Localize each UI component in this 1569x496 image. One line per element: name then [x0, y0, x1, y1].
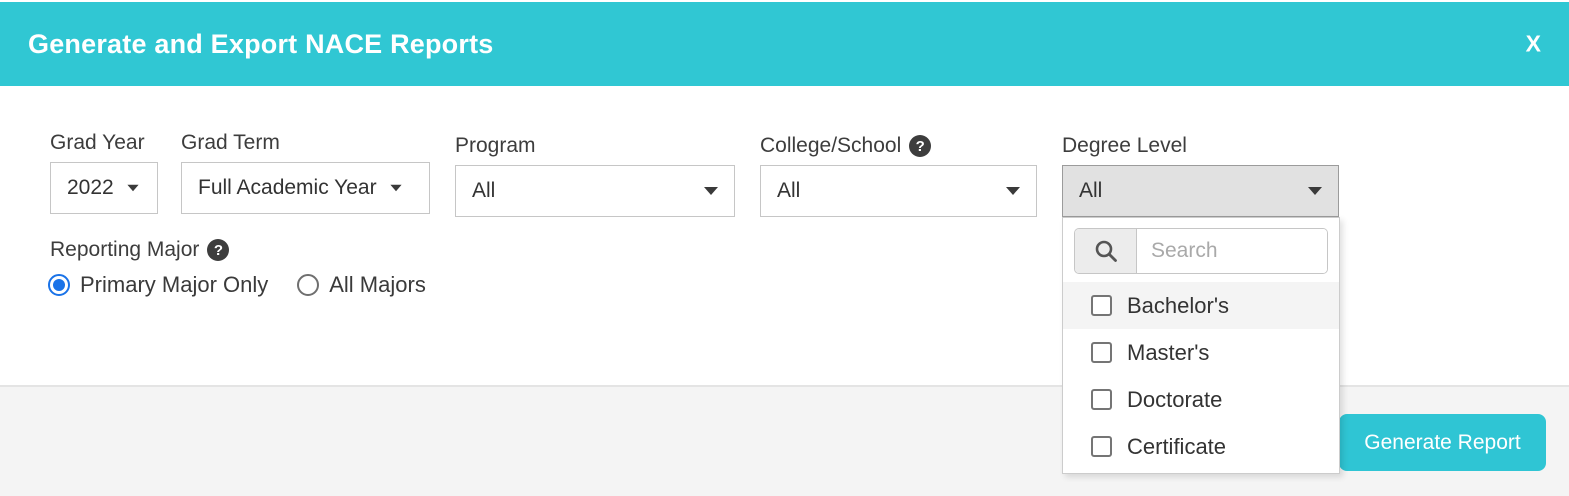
radio-label: All Majors	[329, 272, 426, 297]
grad-term-select[interactable]: Full Academic Year	[181, 162, 430, 214]
radio-unselected-icon	[297, 274, 320, 296]
chevron-down-icon	[390, 184, 402, 192]
option-label: Certificate	[1127, 433, 1227, 459]
radio-all-majors[interactable]: All Majors	[297, 272, 426, 298]
college-school-filter: College/School ? All	[760, 134, 1037, 217]
grad-term-value: Full Academic Year	[198, 176, 377, 199]
help-question-icon[interactable]: ?	[909, 135, 932, 157]
grad-year-filter: Grad Year 2022	[50, 131, 158, 214]
degree-level-filter: Degree Level All	[1062, 134, 1339, 217]
college-school-label: College/School ?	[760, 134, 1037, 158]
degree-options-list: Bachelor's Master's Doctorate Certificat…	[1063, 282, 1339, 470]
modal-title: Generate and Export NACE Reports	[28, 28, 494, 59]
option-label: Doctorate	[1127, 386, 1223, 412]
checkbox-unchecked-icon[interactable]	[1091, 436, 1112, 457]
grad-year-label: Grad Year	[50, 131, 145, 154]
college-school-value: All	[777, 179, 801, 202]
checkbox-unchecked-icon[interactable]	[1091, 389, 1112, 410]
chevron-down-icon	[1006, 187, 1020, 195]
program-select[interactable]: All	[455, 165, 735, 217]
chevron-down-icon	[704, 187, 718, 195]
degree-level-select[interactable]: All	[1062, 165, 1339, 217]
radio-label: Primary Major Only	[80, 272, 269, 297]
college-school-label-text: College/School	[760, 134, 902, 157]
reporting-major-label: Reporting Major ?	[50, 238, 230, 262]
degree-level-dropdown-panel: Bachelor's Master's Doctorate Certificat…	[1062, 217, 1340, 474]
checkbox-unchecked-icon[interactable]	[1091, 342, 1112, 363]
chevron-down-icon	[1308, 187, 1322, 195]
chevron-down-icon	[127, 184, 139, 192]
radio-selected-icon	[48, 274, 70, 296]
checkbox-unchecked-icon[interactable]	[1091, 295, 1112, 316]
reporting-major-label-text: Reporting Major	[50, 238, 200, 261]
grad-year-select[interactable]: 2022	[50, 162, 158, 214]
degree-level-value: All	[1079, 179, 1103, 202]
program-label: Program	[455, 134, 536, 157]
option-bachelors[interactable]: Bachelor's	[1063, 282, 1339, 329]
option-doctorate[interactable]: Doctorate	[1063, 376, 1339, 423]
option-certificate[interactable]: Certificate	[1063, 423, 1339, 470]
search-icon	[1075, 229, 1137, 273]
help-question-icon[interactable]: ?	[207, 239, 230, 261]
reporting-major-radio-group: Primary Major Only All Majors	[48, 272, 426, 298]
grad-term-filter: Grad Term Full Academic Year	[181, 131, 430, 214]
degree-level-label: Degree Level	[1062, 134, 1187, 157]
option-label: Bachelor's	[1127, 292, 1230, 318]
program-value: All	[472, 179, 496, 202]
program-filter: Program All	[455, 134, 735, 217]
grad-year-value: 2022	[67, 176, 114, 199]
generate-report-button[interactable]: Generate Report	[1339, 414, 1546, 471]
college-school-select[interactable]: All	[760, 165, 1037, 217]
close-icon[interactable]: X	[1525, 30, 1541, 57]
option-label: Master's	[1127, 339, 1210, 365]
option-masters[interactable]: Master's	[1063, 329, 1339, 376]
search-input[interactable]	[1137, 229, 1327, 273]
modal-header: Generate and Export NACE Reports X	[0, 2, 1569, 86]
grad-term-label: Grad Term	[181, 131, 280, 154]
dropdown-search	[1074, 228, 1328, 274]
radio-primary-major-only[interactable]: Primary Major Only	[48, 272, 268, 298]
